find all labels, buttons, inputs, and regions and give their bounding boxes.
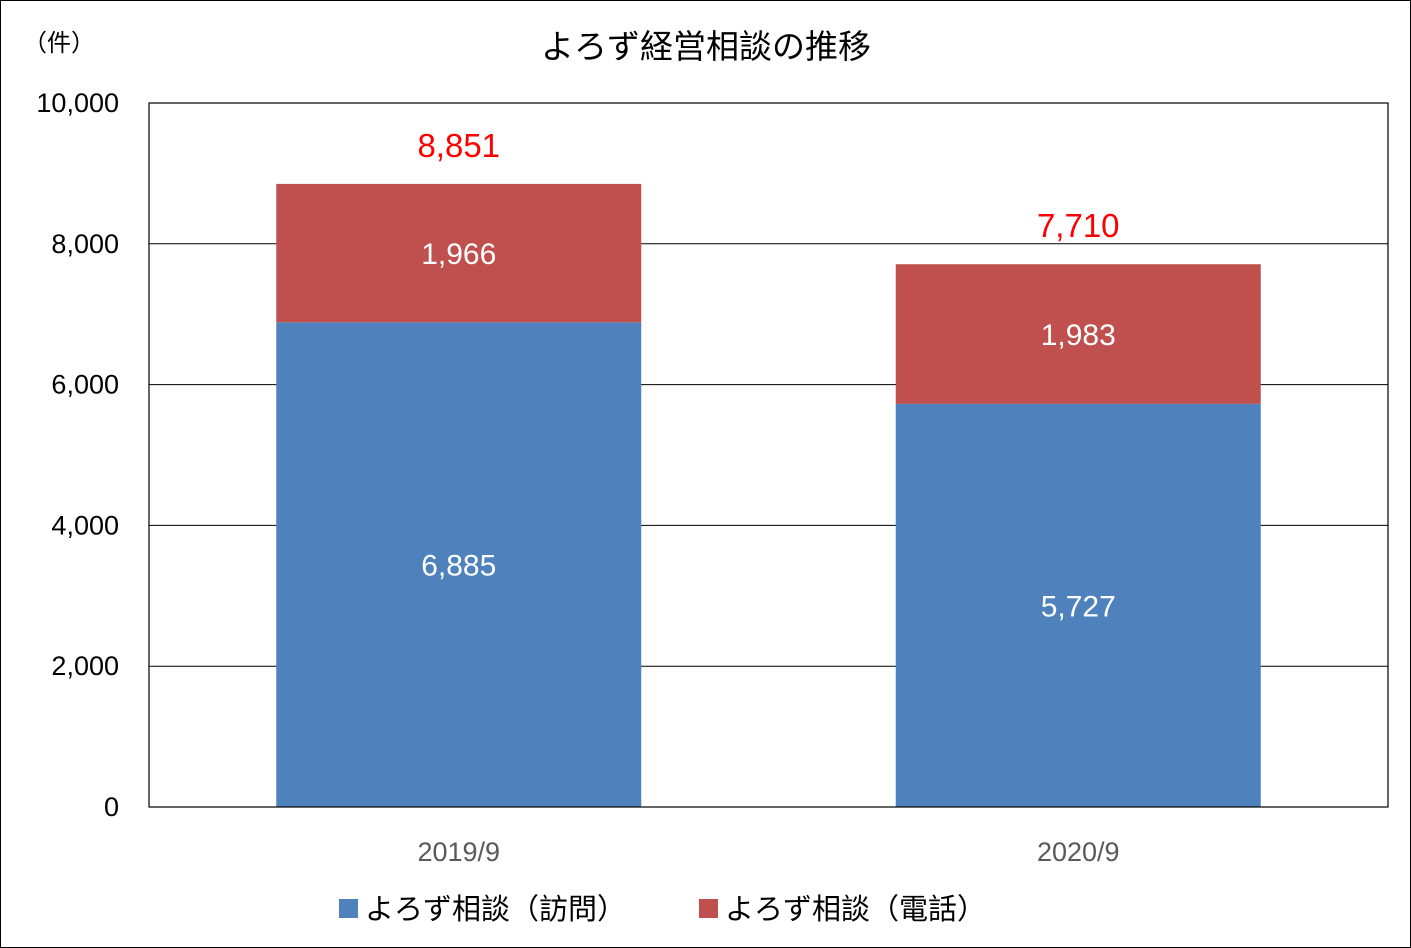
legend-swatch-0 (339, 899, 358, 918)
total-label: 8,851 (417, 127, 500, 164)
data-label: 5,727 (1041, 590, 1116, 623)
bar-segment-1-1 (895, 264, 1261, 404)
x-tick-label: 2020/9 (1037, 837, 1120, 867)
bar-segment-0-0 (276, 322, 642, 807)
x-tick-label: 2019/9 (417, 837, 500, 867)
y-tick-label: 4,000 (51, 510, 119, 540)
legend-swatch-1 (699, 899, 718, 918)
chart-title: よろず経営相談の推移 (541, 27, 871, 66)
plot-border (148, 102, 1389, 808)
data-label: 6,885 (421, 550, 496, 583)
y-unit-label: （件） (23, 29, 95, 57)
data-label: 1,966 (421, 238, 496, 271)
legend-label-1: よろず相談（電話） (725, 892, 986, 926)
y-tick-label: 6,000 (51, 370, 119, 400)
legend: よろず相談（訪問） よろず相談（電話） (339, 892, 986, 926)
total-label: 7,710 (1037, 207, 1120, 244)
y-tick-label: 8,000 (51, 229, 119, 259)
y-tick-label: 2,000 (51, 651, 119, 681)
plot-area: 0 2,000 4,000 6,000 8,000 10,000 6,885 1,966 8,8… (36, 88, 1389, 867)
y-tick-label: 10,000 (36, 88, 119, 118)
bar-segment-0-1 (276, 183, 642, 323)
legend-label-0: よろず相談（訪問） (365, 892, 626, 926)
y-tick-label: 0 (104, 792, 119, 822)
bar-segment-1-0 (895, 403, 1261, 807)
data-label: 1,983 (1041, 319, 1116, 352)
